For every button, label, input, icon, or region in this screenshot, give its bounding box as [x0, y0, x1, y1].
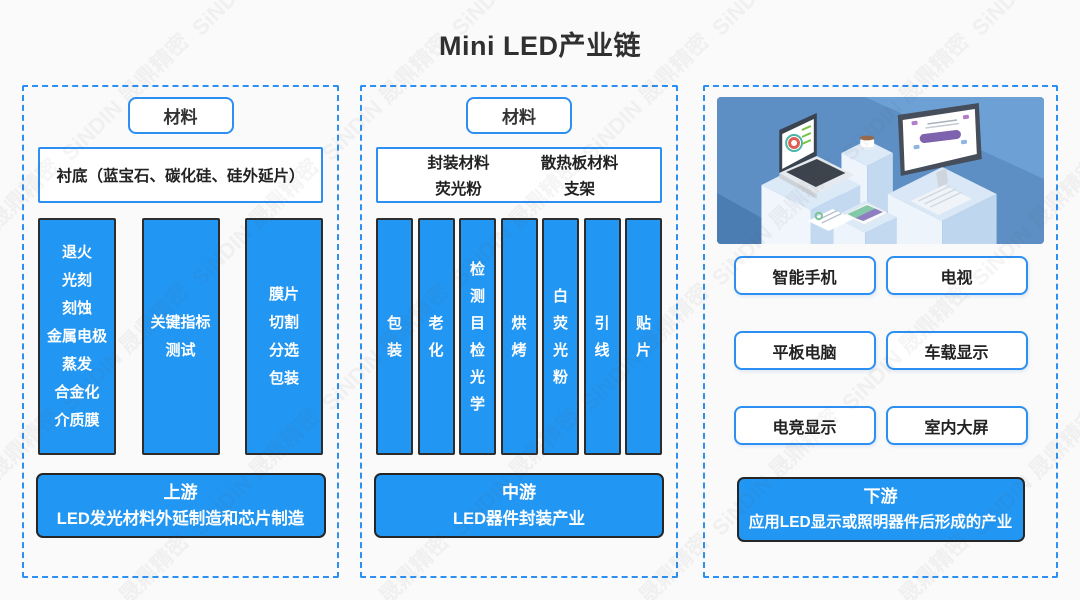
- midstream-section: 材料 封装材料 散热板材料 荧光粉 支架 包装老化检测目检光学烘烤白荧光粉引线贴…: [360, 85, 678, 578]
- process-step-label: 烘: [511, 314, 527, 332]
- process-step-label: 粉: [552, 368, 568, 386]
- process-step-label: 包: [386, 314, 402, 332]
- upstream-footer-title: 上游: [163, 482, 198, 502]
- document-icon: [807, 209, 854, 231]
- process-step-label: 分选: [268, 341, 299, 359]
- process-step-label: 测试: [165, 341, 196, 359]
- process-step-label: 装: [386, 341, 402, 359]
- process-step-label: 退火: [61, 243, 92, 261]
- process-step-label: 目: [469, 314, 485, 332]
- devices-illustration: [717, 97, 1044, 244]
- process-step-label: 膜片: [268, 285, 299, 303]
- process-step-label: 检: [469, 341, 485, 359]
- process-step-label: 引: [594, 314, 610, 332]
- application-device-box: 电竞显示: [733, 406, 876, 445]
- application-device-box: 智能手机: [733, 256, 876, 295]
- downstream-footer-subtitle: 应用LED显示或照明器件后形成的产业: [748, 513, 1013, 531]
- process-bar: 膜片 切割 分选 包装: [245, 218, 323, 455]
- process-step-label: 介质膜: [54, 411, 100, 429]
- midstream-process-bars: 包装老化检测目检光学烘烤白荧光粉引线贴片: [376, 218, 662, 455]
- upstream-footer: 上游 LED发光材料外延制造和芯片制造: [35, 473, 326, 538]
- process-step-label: 荧: [552, 314, 568, 332]
- process-step-label: 光: [552, 341, 568, 359]
- process-step-label: 测: [469, 287, 485, 305]
- application-grid: 智能手机 电视 平板电脑 车载显示 电竞显示 室内大屏: [705, 256, 1056, 445]
- process-step-label: 化: [428, 341, 444, 359]
- process-bar: 白荧光粉: [542, 218, 579, 455]
- material-badge-upstream: 材料: [127, 97, 234, 134]
- application-device-box: 平板电脑: [733, 331, 876, 370]
- process-bar: 烘烤: [500, 218, 538, 455]
- upstream-section: 材料 衬底（蓝宝石、碳化硅、硅外延片） 退火 光刻 刻蚀 金属电极 蒸发 合金化 介质膜 关键…: [22, 85, 339, 578]
- upstream-footer-subtitle: LED发光材料外延制造和芯片制造: [56, 509, 305, 528]
- application-device-box: 车载显示: [885, 331, 1028, 370]
- material-box-upstream: 衬底（蓝宝石、碳化硅、硅外延片）: [38, 147, 323, 203]
- process-step-label: 片: [635, 341, 651, 359]
- process-step-label: 贴: [635, 314, 651, 332]
- page-title: Mini LED产业链: [439, 31, 641, 61]
- downstream-footer: 下游 应用LED显示或照明器件后形成的产业: [736, 477, 1025, 542]
- process-bar: 贴片: [625, 218, 662, 455]
- process-step-label: 光刻: [61, 271, 92, 289]
- process-step-label: 切割: [268, 313, 299, 331]
- material-box-midstream: 封装材料 散热板材料 荧光粉 支架: [376, 147, 662, 203]
- midstream-footer: 中游 LED器件封装产业: [374, 473, 664, 538]
- material-badge-midstream: 材料: [466, 97, 572, 134]
- process-step-label: 烤: [511, 341, 527, 359]
- process-step-label: 包装: [268, 369, 299, 387]
- devices-illustration-graphic: [717, 97, 1044, 244]
- process-bar: 引线: [583, 218, 621, 455]
- process-bar: 检测目检光学: [459, 218, 496, 455]
- coffee-cup-icon: [858, 135, 877, 150]
- application-device-box: 室内大屏: [885, 406, 1028, 445]
- material-label: 支架: [563, 181, 595, 198]
- process-step-label: 合金化: [54, 383, 100, 401]
- process-bar: 老化: [417, 218, 455, 455]
- upstream-process-bars: 退火 光刻 刻蚀 金属电极 蒸发 合金化 介质膜 关键指标 测试 膜片 切割 分选 包装: [38, 218, 323, 455]
- process-bar: 退火光刻刻蚀金属电极蒸发合金化介质膜: [38, 218, 116, 455]
- material-row: 荧光粉 支架: [398, 177, 640, 199]
- process-step-label: 关键指标: [150, 313, 211, 331]
- midstream-footer-title: 中游: [502, 482, 536, 502]
- monitor-icon: [897, 103, 982, 215]
- downstream-section: 智能手机 电视 平板电脑 车载显示 电竞显示 室内大屏 下游 应用LED显示或照明器件后形…: [703, 85, 1058, 578]
- material-label: 封装材料: [427, 155, 490, 172]
- process-step-label: 刻蚀: [61, 299, 92, 317]
- material-label: 散热板材料: [540, 155, 619, 172]
- process-bar: 包装: [376, 218, 413, 455]
- downstream-footer-title: 下游: [863, 486, 898, 506]
- material-label: 荧光粉: [435, 181, 482, 198]
- process-step-label: 检: [469, 260, 485, 278]
- process-step-label: 光: [469, 368, 485, 386]
- process-bar: 关键指标 测试: [141, 218, 220, 455]
- application-device-box: 电视: [885, 256, 1028, 295]
- process-step-label: 蒸发: [61, 355, 92, 373]
- process-step-label: 老: [428, 314, 444, 332]
- midstream-footer-subtitle: LED器件封装产业: [453, 509, 585, 528]
- process-step-label: 白: [552, 287, 568, 305]
- material-row: 封装材料 散热板材料: [398, 151, 640, 173]
- process-step-label: 线: [594, 341, 610, 359]
- process-step-label: 金属电极: [46, 327, 107, 345]
- process-step-label: 学: [469, 395, 485, 413]
- tablet-icon: [842, 202, 890, 226]
